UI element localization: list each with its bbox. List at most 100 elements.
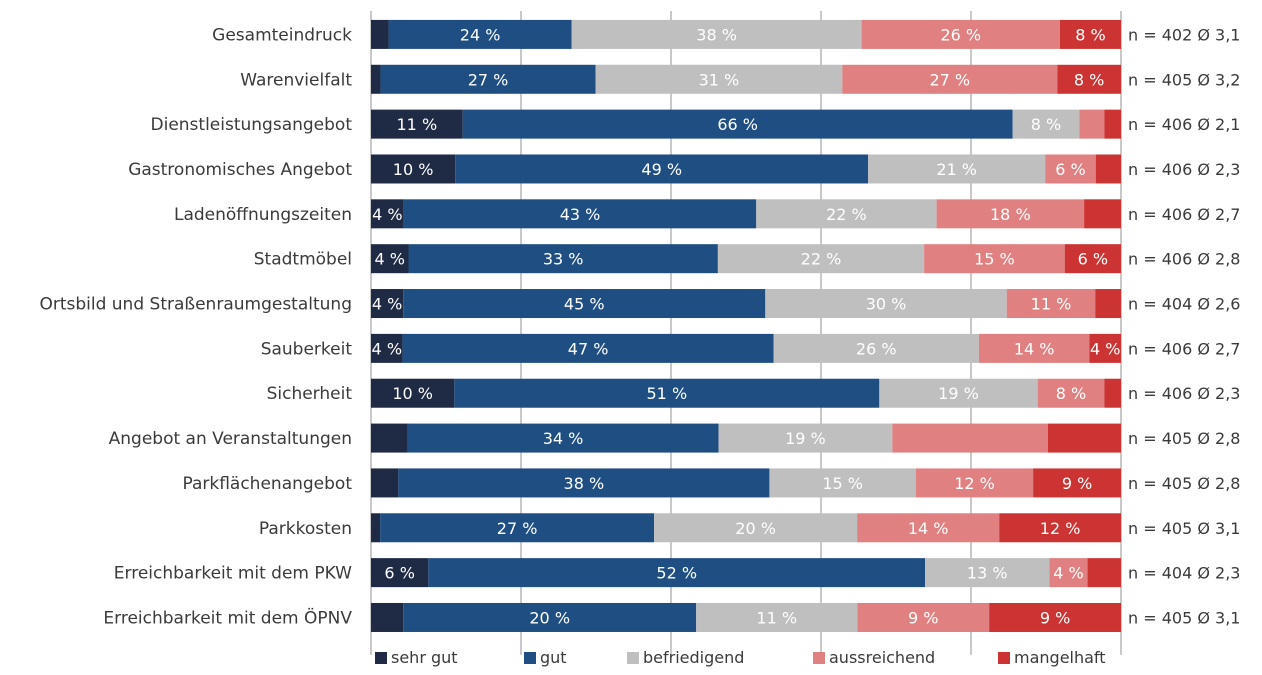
data-label: 8 % [1031, 115, 1061, 134]
sample-stat: n = 406 Ø 2,3 [1128, 160, 1240, 179]
bar-segment [868, 154, 1046, 184]
data-label: 10 % [392, 384, 433, 403]
bar-segment [388, 19, 572, 49]
sample-stat: n = 405 Ø 3,2 [1128, 70, 1240, 89]
bar-segment [1057, 64, 1121, 94]
bar-segment [773, 333, 979, 363]
category-label: Erreichbarkeit mit dem ÖPNV [103, 606, 352, 628]
data-label: 14 % [1014, 339, 1055, 358]
data-label: 6 % [1055, 160, 1085, 179]
data-label: 22 % [826, 205, 867, 224]
sample-stat: n = 406 Ø 2,7 [1128, 339, 1240, 358]
category-label: Dienstleistungsangebot [151, 115, 353, 135]
data-label: 27 % [497, 519, 538, 538]
bar-segment [1006, 289, 1096, 319]
bar-segment [925, 558, 1050, 588]
data-label: 18 % [990, 205, 1031, 224]
data-label: 27 % [929, 70, 970, 89]
bar-segment [1012, 109, 1080, 139]
bar-segment [1087, 558, 1121, 588]
data-label: 47 % [568, 339, 609, 358]
bar-segment [842, 64, 1058, 94]
bar-segment [462, 109, 1013, 139]
bar-segment [371, 199, 404, 229]
data-label: 38 % [696, 25, 737, 44]
bar-segment [402, 333, 774, 363]
bar-segment [371, 423, 408, 453]
data-label: 45 % [564, 295, 605, 314]
bar-segment [398, 468, 770, 498]
legend-label: mangelhaft [1014, 648, 1106, 667]
data-label: 21 % [936, 160, 977, 179]
data-label: 24 % [460, 25, 501, 44]
data-label: 11 % [397, 115, 438, 134]
data-label: 8 % [1074, 70, 1104, 89]
legend-label: aussreichend [829, 648, 935, 667]
legend-label: befriedigend [643, 648, 744, 667]
sample-stats: n = 402 Ø 3,1 n = 405 Ø 3,2 n = 406 Ø 2,1 n… [1128, 25, 1240, 627]
sample-stat: n = 406 Ø 2,8 [1128, 250, 1240, 269]
category-labels: Gesamteindruck Warenvielfalt Dienstleistun… [39, 25, 352, 628]
data-label: 34 % [543, 429, 584, 448]
data-label: 6 % [384, 564, 414, 583]
bar-segment [595, 64, 843, 94]
sample-stat: n = 406 Ø 2,1 [1128, 115, 1240, 134]
bar-segment [371, 468, 399, 498]
bar-segment [861, 19, 1060, 49]
category-label: Parkkosten [259, 519, 352, 539]
legend-swatch [998, 652, 1010, 664]
bar-segment [756, 199, 937, 229]
data-label: 4 % [1053, 564, 1083, 583]
sample-stat: n = 406 Ø 2,7 [1128, 205, 1240, 224]
bar-segment [403, 199, 757, 229]
bar-segment [1104, 109, 1121, 139]
data-label: 31 % [699, 70, 740, 89]
sample-stat: n = 404 Ø 2,6 [1128, 295, 1240, 314]
bar-segment [696, 602, 858, 632]
bar-segment [371, 109, 463, 139]
data-label: 51 % [647, 384, 688, 403]
data-label: 11 % [756, 608, 797, 627]
bar-segment [765, 289, 1007, 319]
category-label: Stadtmöbel [254, 250, 352, 270]
bar-segment [408, 244, 718, 274]
category-label: Erreichbarkeit mit dem PKW [114, 564, 352, 584]
bar-segment [892, 423, 1048, 453]
data-label: 8 % [1075, 25, 1105, 44]
bar-segment [1045, 154, 1096, 184]
bar-segment [371, 64, 381, 94]
bar-segment [1049, 558, 1088, 588]
bar-segment [1037, 378, 1105, 408]
data-label: 9 % [908, 608, 938, 627]
sample-stat: n = 402 Ø 3,1 [1128, 25, 1240, 44]
sample-stat: n = 406 Ø 2,3 [1128, 384, 1240, 403]
data-label: 26 % [856, 339, 897, 358]
data-label: 26 % [940, 25, 981, 44]
sample-stat: n = 405 Ø 2,8 [1128, 429, 1240, 448]
category-label: Gastronomisches Angebot [128, 160, 352, 180]
bar-segment [924, 244, 1065, 274]
data-label: 4 % [372, 295, 402, 314]
bar-segment [1095, 289, 1121, 319]
bar-segments: 24 % 38 % 26 % 8 % 27 % 31 % 27 % 8 % 11 % 66 % 8 … [371, 19, 1121, 632]
data-label: 49 % [641, 160, 682, 179]
legend-label: sehr gut [391, 648, 458, 667]
bar-segment [371, 19, 389, 49]
category-label: Sicherheit [267, 384, 353, 404]
sample-stat: n = 405 Ø 2,8 [1128, 474, 1240, 493]
legend-label: gut [540, 648, 567, 667]
data-label: 10 % [393, 160, 434, 179]
data-label: 27 % [468, 70, 509, 89]
bar-segment [371, 154, 456, 184]
legend: sehr gut gut befriedigend aussreichend mange… [375, 648, 1106, 667]
bar-segment [571, 19, 862, 49]
legend-swatch [375, 652, 387, 664]
category-label: Ortsbild und Straßenraumgestaltung [39, 295, 352, 315]
data-label: 4 % [375, 250, 405, 269]
data-label: 12 % [1040, 519, 1081, 538]
data-label: 19 % [938, 384, 979, 403]
category-label: Gesamteindruck [212, 25, 352, 45]
bar-segment [371, 333, 403, 363]
bar-segment [654, 513, 858, 543]
data-label: 19 % [785, 429, 826, 448]
